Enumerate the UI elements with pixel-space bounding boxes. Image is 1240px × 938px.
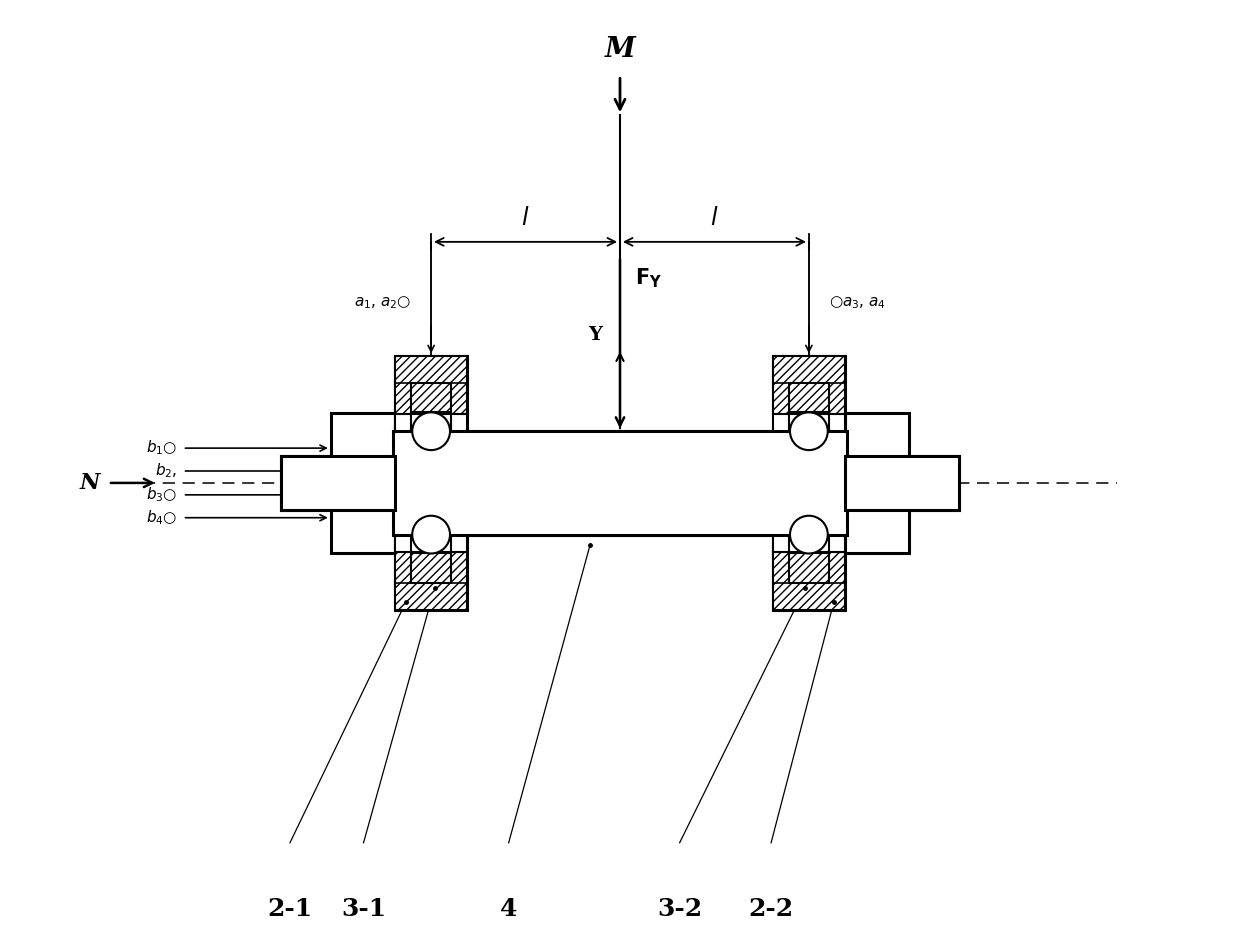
Circle shape (790, 413, 828, 450)
Bar (844, 456, 959, 509)
Bar (281, 456, 396, 509)
Bar (773, 552, 844, 610)
Text: Y: Y (588, 325, 603, 343)
Text: 4: 4 (500, 898, 517, 921)
Bar (773, 356, 844, 414)
Text: $l$: $l$ (711, 207, 719, 230)
Text: 3-1: 3-1 (341, 898, 386, 921)
Bar (393, 431, 847, 535)
Bar (844, 414, 909, 552)
Text: ○$a_3$, $a_4$: ○$a_3$, $a_4$ (828, 295, 885, 311)
Text: $b_3$○: $b_3$○ (146, 486, 177, 505)
Bar (773, 414, 844, 552)
Bar (281, 456, 396, 509)
Bar (412, 383, 451, 413)
Text: $b_1$○: $b_1$○ (146, 439, 177, 458)
Text: X: X (787, 460, 802, 478)
Circle shape (412, 516, 450, 553)
Text: 2-2: 2-2 (749, 898, 794, 921)
Text: O: O (618, 511, 632, 529)
Bar (789, 553, 828, 583)
Bar (789, 486, 828, 516)
Text: $\mathbf{F_Y}$: $\mathbf{F_Y}$ (635, 266, 662, 290)
Bar (396, 356, 467, 610)
Text: N: N (79, 472, 100, 494)
Bar (412, 486, 451, 516)
Bar (789, 450, 828, 480)
Bar (331, 414, 396, 552)
Text: $a_1$, $a_2$○: $a_1$, $a_2$○ (353, 295, 412, 311)
Circle shape (412, 413, 450, 450)
Bar (393, 431, 847, 535)
Text: $b_4$○: $b_4$○ (146, 508, 177, 527)
Bar (396, 356, 467, 414)
Bar (773, 356, 844, 610)
Bar (396, 552, 467, 610)
Bar (396, 414, 467, 552)
Text: $b_2,$: $b_2,$ (155, 461, 177, 480)
Bar (844, 456, 959, 509)
Bar (412, 553, 451, 583)
Circle shape (790, 516, 828, 553)
Bar (789, 383, 828, 413)
Text: $l$: $l$ (521, 207, 529, 230)
Bar (412, 450, 451, 480)
Text: 3-2: 3-2 (657, 898, 702, 921)
Text: 2-1: 2-1 (268, 898, 312, 921)
Text: M: M (605, 37, 635, 64)
